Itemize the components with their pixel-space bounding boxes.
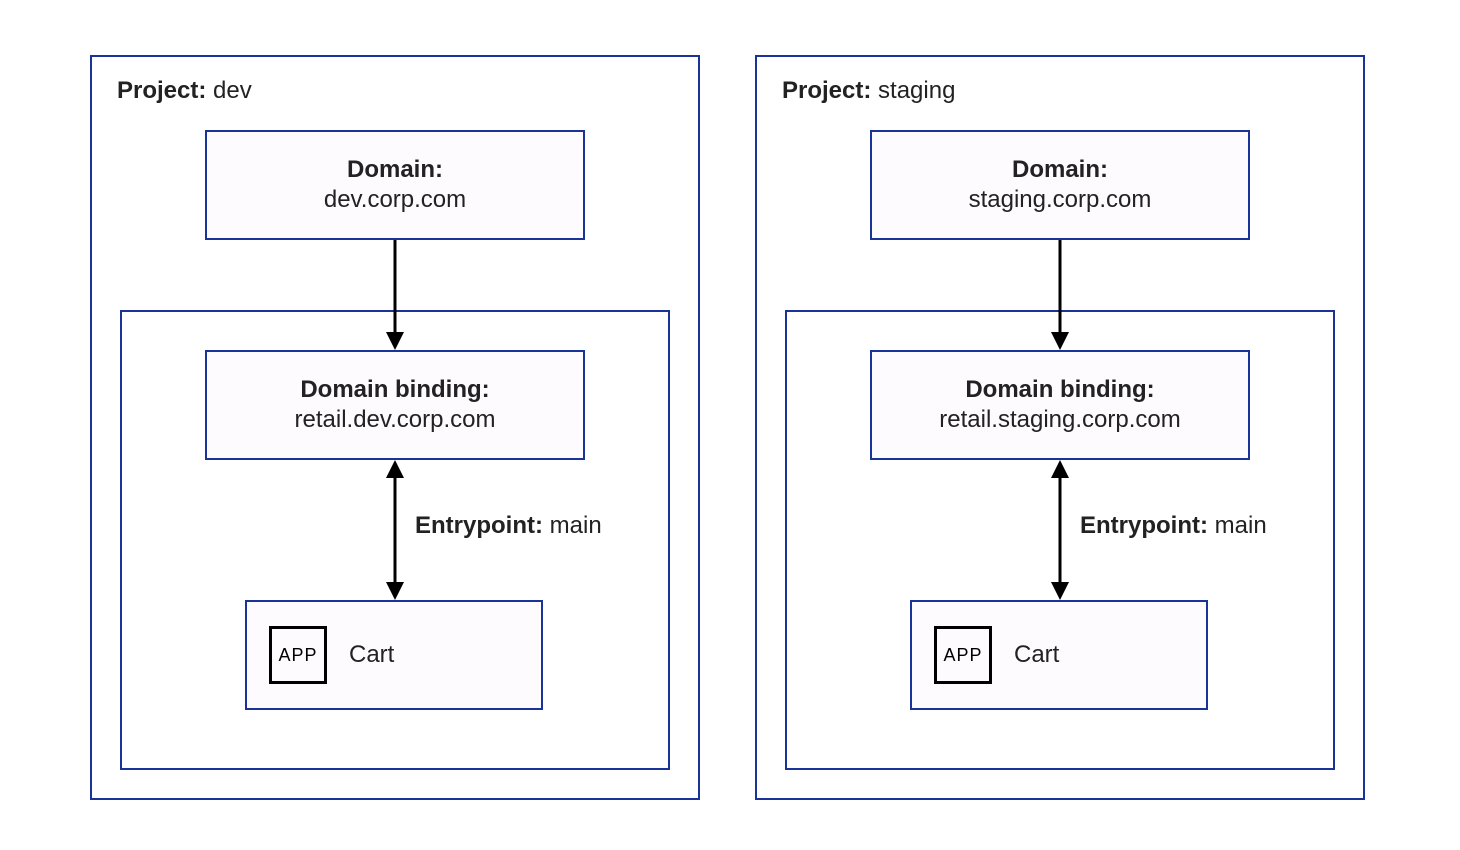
- domain-box-staging: Domain: staging.corp.com: [870, 130, 1250, 240]
- app-icon-label: APP: [278, 645, 317, 666]
- project-title-staging: Project: staging: [782, 77, 955, 105]
- arrow-down-icon: [1060, 240, 1061, 350]
- binding-value: retail.dev.corp.com: [295, 406, 496, 434]
- entrypoint-label-text: Entrypoint:: [415, 512, 543, 539]
- arrow-bidir-icon: [395, 460, 396, 600]
- domain-value: dev.corp.com: [324, 186, 466, 214]
- app-box-staging: APP Cart: [910, 600, 1208, 710]
- entrypoint-label-text: Entrypoint:: [1080, 512, 1208, 539]
- entrypoint-value: main: [550, 512, 602, 539]
- app-name: Cart: [349, 641, 394, 669]
- project-title-label: Project:: [117, 77, 206, 104]
- arrow-down-icon: [395, 240, 396, 350]
- binding-box-staging: Domain binding: retail.staging.corp.com: [870, 350, 1250, 460]
- project-title-label: Project:: [782, 77, 871, 104]
- entrypoint-value: main: [1215, 512, 1267, 539]
- entrypoint-label-staging: Entrypoint: main: [1080, 512, 1267, 540]
- project-title-value: staging: [878, 77, 955, 104]
- binding-title: Domain binding:: [965, 376, 1154, 404]
- app-name: Cart: [1014, 641, 1059, 669]
- binding-value: retail.staging.corp.com: [939, 406, 1180, 434]
- binding-title: Domain binding:: [300, 376, 489, 404]
- domain-title: Domain:: [1012, 156, 1108, 184]
- diagram-canvas: Project: dev Domain: dev.corp.com Domain…: [0, 0, 1460, 850]
- binding-box-dev: Domain binding: retail.dev.corp.com: [205, 350, 585, 460]
- app-icon: APP: [269, 626, 327, 684]
- app-icon: APP: [934, 626, 992, 684]
- project-title-dev: Project: dev: [117, 77, 252, 105]
- app-icon-label: APP: [943, 645, 982, 666]
- domain-title: Domain:: [347, 156, 443, 184]
- project-title-value: dev: [213, 77, 252, 104]
- arrow-bidir-icon: [1060, 460, 1061, 600]
- app-box-dev: APP Cart: [245, 600, 543, 710]
- entrypoint-label-dev: Entrypoint: main: [415, 512, 602, 540]
- domain-box-dev: Domain: dev.corp.com: [205, 130, 585, 240]
- domain-value: staging.corp.com: [969, 186, 1152, 214]
